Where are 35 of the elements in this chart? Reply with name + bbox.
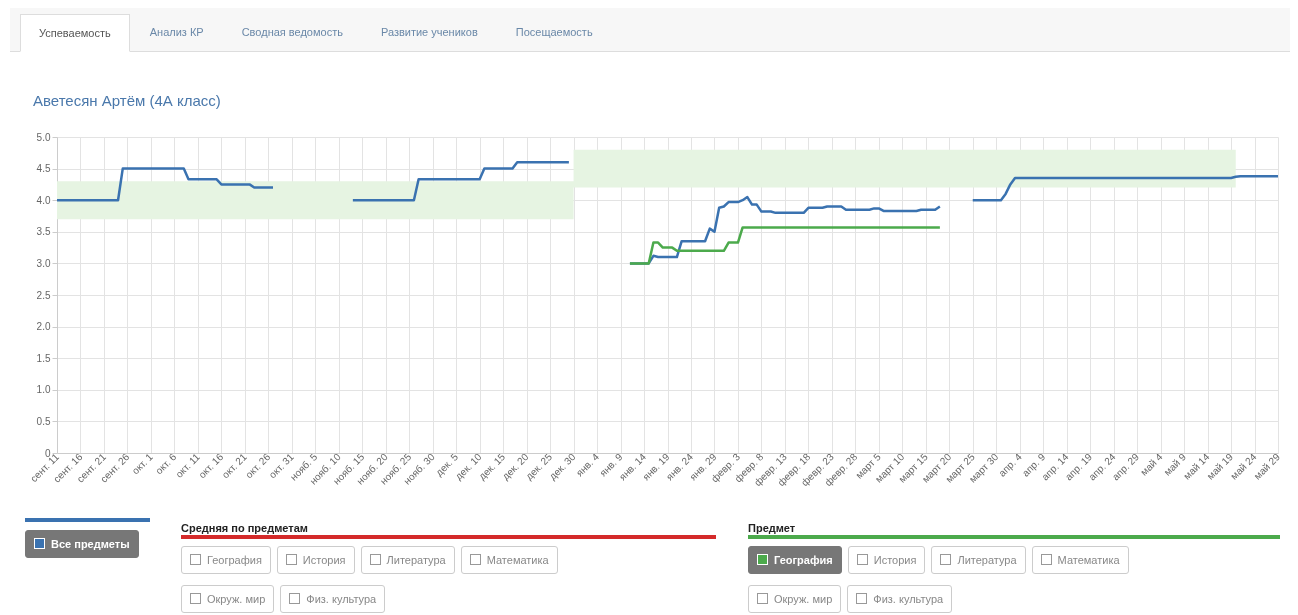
text: Развитие учеников	[379, 25, 479, 40]
y-tick-label: 3.5	[36, 226, 51, 238]
legend-label: География	[748, 546, 842, 574]
text: История	[276, 546, 355, 574]
y-tick-label: 5.0	[36, 131, 51, 143]
y-tick-label: 0.5	[36, 415, 51, 427]
text: Литература	[360, 546, 455, 574]
x-tick-label: окт. 1	[129, 450, 156, 477]
line-series	[628, 226, 942, 265]
y-tick-label: 3.0	[36, 257, 51, 269]
y-tick-label: 2.5	[36, 289, 51, 301]
y-tick-label: 1.5	[36, 352, 51, 364]
text: Посещаемость	[514, 25, 594, 40]
text: Средняя по предметам	[181, 522, 308, 534]
text: Окруж. мир	[748, 585, 842, 613]
text: Успеваемость	[20, 14, 130, 52]
text: История	[847, 546, 926, 574]
y-tick-label: 2.0	[36, 321, 51, 333]
text: Окруж. мир	[181, 585, 275, 613]
text: Анализ КР	[148, 25, 205, 40]
text: Математика	[1031, 546, 1129, 574]
x-tick-label: май 4	[1138, 450, 1165, 478]
chart-title: Аветесян Артём (4А класс)	[33, 92, 221, 109]
text: Математика	[460, 546, 558, 574]
text: Сводная ведомость	[240, 25, 344, 40]
y-tick-label: 4.0	[36, 194, 51, 206]
legend-label: Все предметы	[25, 530, 139, 558]
text: Литература	[931, 546, 1026, 574]
text: Физ. культура	[847, 585, 953, 613]
text: Предмет	[748, 522, 796, 534]
text: Физ. культура	[280, 585, 386, 613]
y-tick-label: 0	[44, 447, 51, 459]
y-tick-label: 1.0	[36, 384, 51, 396]
text: География	[181, 546, 271, 574]
y-tick-label: 4.5	[36, 163, 51, 175]
